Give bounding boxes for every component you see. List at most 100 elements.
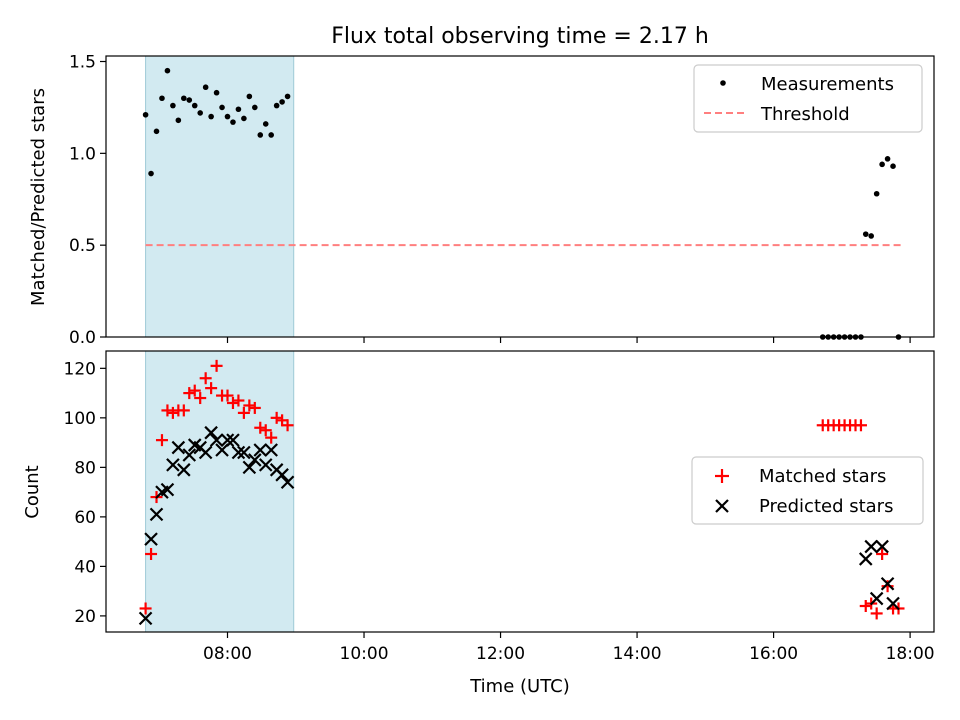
measurement-point (148, 170, 154, 177)
measurement-point (235, 106, 242, 113)
measurement-point (170, 102, 176, 109)
predicted-star-point (166, 458, 180, 472)
legend-matched-label: Matched stars (759, 466, 886, 487)
bottom-xtick-label: 16:00 (749, 644, 798, 664)
top-ytick-label: 0.5 (69, 236, 96, 256)
measurement-point (181, 95, 187, 102)
measurement-point (191, 102, 198, 109)
measurement-point (884, 156, 891, 162)
top-ytick-label: 1.5 (69, 53, 96, 73)
matched-star-point (265, 431, 278, 444)
bottom-xtick-label: 10:00 (340, 644, 389, 664)
predicted-star-point (171, 440, 186, 455)
bottom-y-axis-label: Count (22, 465, 43, 518)
matched-star-point (221, 389, 234, 402)
bottom-legend: Matched stars Predicted stars (691, 456, 924, 525)
matched-star-point (226, 396, 239, 409)
measurement-point (197, 110, 203, 116)
predicted-star-point (204, 425, 218, 440)
measurement-point (175, 117, 182, 124)
matched-star-point (161, 404, 174, 417)
predicted-star-point (253, 443, 268, 457)
legend-threshold-label: Threshold (760, 104, 850, 125)
legend-predicted-label: Predicted stars (759, 496, 893, 517)
bottom-ytick-label: 20 (74, 607, 96, 627)
matched-star-point (248, 401, 261, 414)
predicted-star-point (280, 475, 295, 489)
measurement-point (230, 119, 236, 125)
matched-star-point (166, 406, 179, 419)
matched-star-point (281, 419, 294, 432)
bottom-ytick-label: 60 (74, 508, 96, 528)
matched-star-point (155, 434, 168, 447)
legend-matched-marker (715, 469, 729, 483)
predicted-star-point (858, 552, 873, 566)
chart-title: Flux total observing time = 2.17 h (331, 24, 709, 49)
measurement-point (153, 128, 160, 135)
predicted-star-point (149, 507, 164, 522)
matched-star-point (194, 392, 207, 405)
x-axis-label: Time (UTC) (469, 676, 570, 697)
predicted-star-point (209, 433, 224, 447)
predicted-star-point (198, 445, 213, 460)
bottom-xtick-label: 14:00 (613, 644, 662, 664)
measurement-point (186, 97, 193, 103)
matched-star-point (254, 421, 267, 434)
legend-measurements-label: Measurements (761, 74, 894, 95)
measurement-point (241, 115, 247, 122)
measurement-point (208, 113, 214, 120)
predicted-star-point (231, 445, 246, 460)
measurement-point (268, 132, 274, 138)
predicted-star-point (264, 443, 278, 457)
top-y-axis-label: Matched/Predicted stars (28, 88, 49, 306)
matched-star-point (876, 548, 889, 561)
matched-star-point (210, 359, 223, 372)
predicted-star-point (215, 443, 229, 457)
matched-star-point (232, 394, 245, 407)
predicted-star-point (869, 591, 884, 606)
matched-star-point (183, 387, 196, 400)
matched-star-point (243, 399, 256, 412)
matched-star-point (177, 404, 190, 417)
predicted-star-point (864, 539, 878, 554)
measurement-point (164, 67, 171, 74)
measurement-point (273, 102, 280, 109)
legend-measurements-marker (720, 80, 726, 86)
matched-star-point (854, 419, 867, 432)
predicted-star-point (220, 433, 235, 447)
top-panel: 0.0 0.5 1.0 1.5 Matched/Predicted stars Mea… (28, 53, 935, 348)
top-ytick-label: 1.0 (69, 144, 96, 164)
matched-star-point (270, 411, 283, 424)
measurement-point (879, 161, 885, 168)
predicted-star-point (177, 463, 191, 477)
matched-star-point (237, 406, 250, 419)
measurement-point (202, 84, 209, 91)
measurement-point (159, 95, 165, 102)
matched-star-point (188, 384, 201, 397)
matched-star-point (145, 548, 158, 561)
predicted-star-point (275, 468, 289, 482)
predicted-star-point (258, 458, 273, 472)
predicted-star-point (226, 433, 240, 447)
measurement-point (252, 104, 258, 111)
predicted-star-point (875, 539, 889, 554)
bottom-ytick-label: 100 (64, 409, 96, 429)
predicted-star-point (160, 482, 175, 497)
measurement-point (262, 121, 269, 127)
measurement-point (219, 104, 225, 111)
predicted-star-point (242, 460, 257, 475)
matched-star-point (205, 382, 218, 395)
matched-star-point (139, 602, 152, 615)
predicted-star-point (138, 611, 153, 626)
top-legend: Measurements Threshold (693, 64, 923, 133)
measurement-point (873, 190, 880, 197)
legend-predicted-marker (715, 499, 729, 513)
measurement-point (213, 89, 220, 96)
bottom-xtick-label: 18:00 (886, 644, 935, 664)
measurement-point (142, 111, 149, 118)
predicted-star-point (182, 448, 197, 462)
measurement-point (279, 99, 285, 105)
matched-star-point (870, 607, 883, 620)
measurement-point (246, 93, 253, 100)
